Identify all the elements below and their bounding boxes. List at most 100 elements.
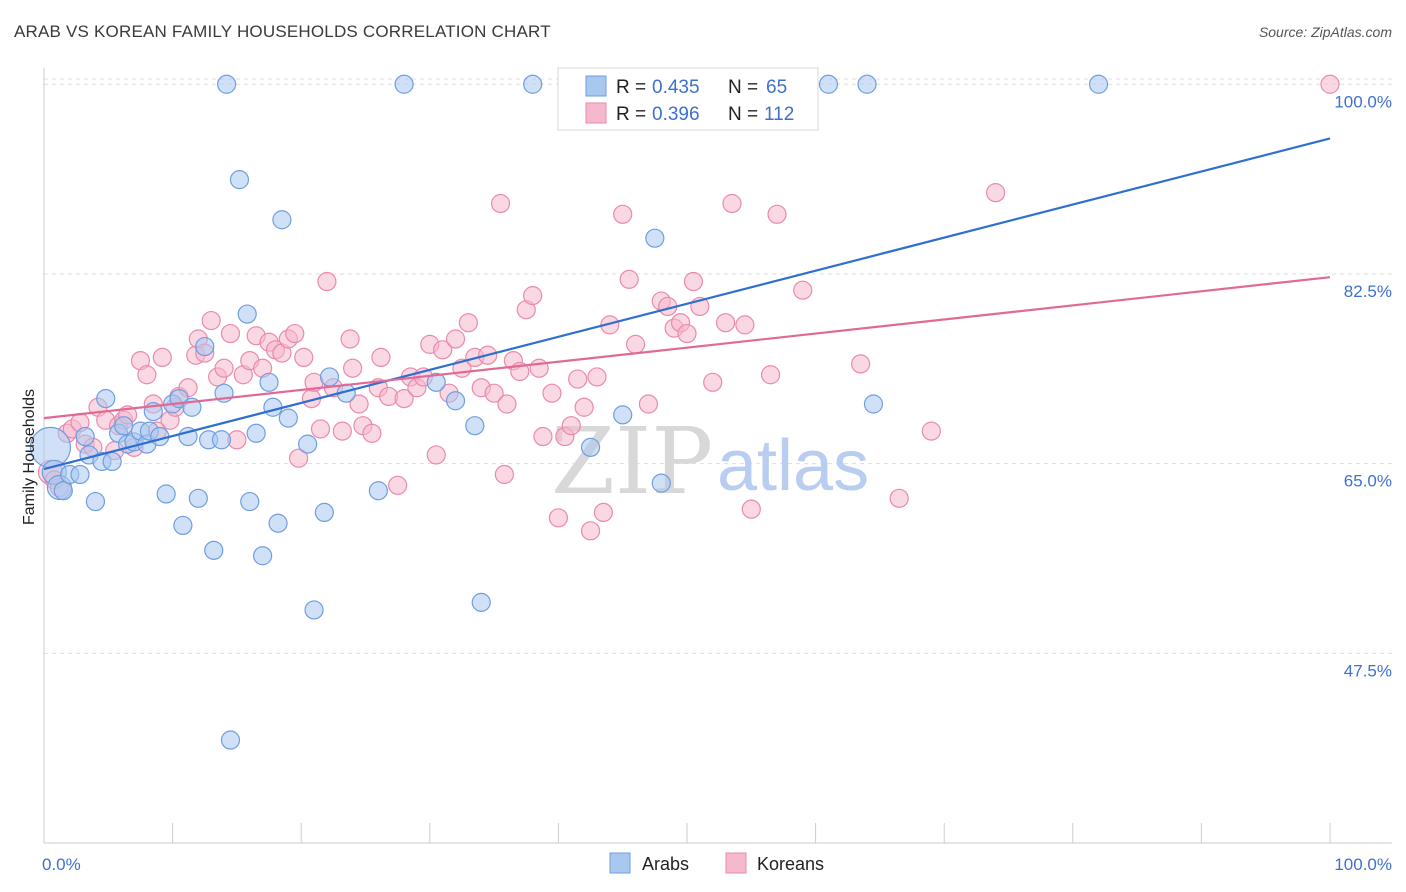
korean-point bbox=[851, 354, 871, 374]
arab-point bbox=[278, 408, 298, 428]
korean-point bbox=[220, 323, 241, 344]
arab-point bbox=[96, 388, 116, 409]
arab-point bbox=[220, 730, 241, 750]
korean-point bbox=[214, 358, 234, 378]
korean-point bbox=[625, 334, 646, 354]
korean-point bbox=[613, 204, 633, 224]
trend-line-koreans bbox=[43, 276, 1331, 420]
arab-point bbox=[70, 464, 90, 485]
korean-point bbox=[542, 383, 562, 403]
arab-point bbox=[178, 426, 198, 447]
legend-r-label-arabs: R = bbox=[616, 77, 646, 98]
bottom-legend-label-arabs: Arabs bbox=[642, 854, 689, 874]
korean-point bbox=[388, 475, 408, 495]
korean-point bbox=[497, 394, 517, 414]
arab-point bbox=[150, 426, 170, 447]
korean-point bbox=[490, 193, 511, 214]
korean-point bbox=[593, 502, 614, 523]
korean-point bbox=[683, 271, 704, 292]
korean-point bbox=[568, 369, 588, 389]
korean-point bbox=[317, 271, 337, 292]
arab-point bbox=[445, 391, 466, 411]
arab-point bbox=[272, 210, 292, 230]
arab-point bbox=[195, 336, 215, 357]
arab-point bbox=[298, 434, 318, 454]
arab-point bbox=[188, 488, 208, 508]
bottom-legend-swatch-koreans bbox=[725, 852, 747, 874]
arab-point bbox=[1088, 74, 1109, 94]
bottom-legend-label-koreans: Koreans bbox=[757, 854, 824, 874]
legend-n-label-koreans: N = bbox=[728, 104, 758, 125]
korean-point bbox=[574, 397, 594, 417]
arab-point bbox=[857, 74, 877, 94]
arab-point bbox=[85, 491, 106, 512]
korean-point bbox=[767, 204, 787, 224]
arab-point bbox=[863, 394, 884, 414]
korean-point bbox=[362, 423, 382, 443]
korean-point bbox=[433, 340, 453, 360]
korean-point bbox=[741, 499, 761, 519]
korean-point bbox=[638, 394, 659, 414]
trend-lines bbox=[43, 137, 1331, 471]
arab-point bbox=[204, 540, 224, 560]
korean-point bbox=[715, 313, 736, 333]
korean-point bbox=[294, 347, 314, 368]
source-credit: Source: ZipAtlas.com bbox=[1258, 24, 1392, 40]
korean-point bbox=[619, 269, 639, 289]
arab-point bbox=[75, 426, 95, 447]
x-tick-label: 0.0% bbox=[42, 855, 81, 874]
korean-point bbox=[523, 286, 543, 306]
x-tick-labels: 0.0% 100.0% bbox=[42, 855, 1392, 874]
korean-point bbox=[735, 315, 755, 335]
korean-point bbox=[587, 367, 607, 387]
arab-point bbox=[229, 170, 250, 190]
arab-point bbox=[240, 491, 260, 512]
y-tick-label: 65.0% bbox=[1344, 472, 1392, 491]
korean-point bbox=[340, 329, 360, 349]
korean-point bbox=[152, 347, 172, 368]
arab-point bbox=[368, 481, 388, 501]
y-tick-label: 47.5% bbox=[1344, 661, 1392, 680]
arab-point bbox=[465, 416, 485, 436]
arab-point bbox=[304, 600, 324, 620]
arab-point bbox=[211, 430, 232, 450]
legend-n-label-arabs: N = bbox=[728, 77, 758, 98]
korean-point bbox=[921, 421, 941, 441]
korean-point bbox=[889, 488, 909, 508]
legend-swatch-arabs bbox=[585, 75, 607, 97]
legend-n-value-koreans: 112 bbox=[764, 104, 794, 125]
arab-point bbox=[651, 473, 671, 493]
arab-point bbox=[173, 515, 193, 536]
series-arabs-points bbox=[29, 74, 1109, 750]
arab-point bbox=[246, 423, 266, 443]
korean-point bbox=[561, 416, 581, 436]
arab-point bbox=[263, 397, 283, 417]
arab-point bbox=[818, 74, 839, 94]
legend-swatch-koreans bbox=[585, 102, 607, 124]
x-tick-label: 100.0% bbox=[1334, 855, 1392, 874]
korean-point bbox=[343, 358, 363, 378]
korean-point bbox=[529, 358, 549, 378]
legend-box: R = 0.435 N = 65 R = 0.396 N = 112 bbox=[557, 67, 819, 131]
y-axis-label: Family Households bbox=[21, 389, 38, 525]
legend-r-value-arabs: 0.435 bbox=[652, 77, 700, 98]
korean-point bbox=[1320, 74, 1340, 94]
arab-point bbox=[319, 367, 340, 387]
legend-r-value-koreans: 0.396 bbox=[652, 104, 700, 125]
korean-point bbox=[703, 372, 723, 392]
legend-r-label-koreans: R = bbox=[616, 104, 646, 125]
y-tick-label: 82.5% bbox=[1344, 282, 1392, 301]
arab-point bbox=[613, 405, 633, 425]
trend-line-arabs bbox=[43, 137, 1331, 471]
series-koreans-points bbox=[37, 74, 1340, 541]
korean-point bbox=[426, 445, 446, 465]
x-tick-marks bbox=[43, 823, 1331, 843]
korean-point bbox=[580, 521, 601, 541]
arab-point bbox=[53, 481, 73, 501]
chart-title: ARAB VS KOREAN FAMILY HOUSEHOLDS CORRELA… bbox=[14, 22, 551, 41]
legend-n-value-arabs: 65 bbox=[766, 77, 787, 98]
korean-point bbox=[722, 193, 742, 214]
arab-point bbox=[114, 416, 134, 436]
arab-point bbox=[426, 372, 446, 392]
